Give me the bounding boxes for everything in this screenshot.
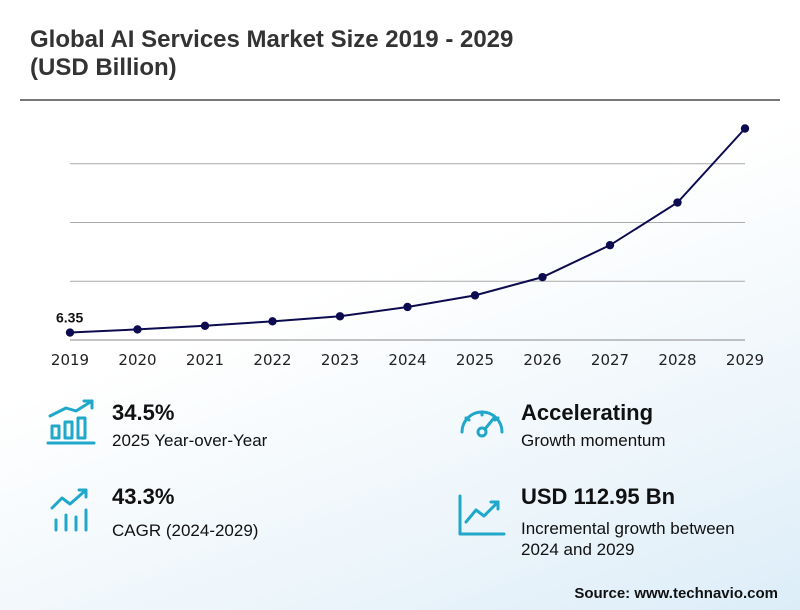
data-point-2019 — [65, 328, 75, 337]
data-point-2020 — [133, 325, 142, 334]
data-point-2022 — [268, 317, 277, 326]
data-point-2024 — [403, 302, 412, 312]
stat-cagr-value: 43.3% — [112, 484, 175, 509]
page-title: Global AI Services Market Size 2019 - 20… — [30, 26, 770, 82]
source-footer: Source: www.technavio.com — [574, 585, 778, 602]
stat-momentum: Accelerating Growth momentum — [456, 398, 776, 458]
x-tick-label-2026: 2026 — [523, 351, 561, 369]
x-tick-label-2019: 2019 — [51, 351, 89, 369]
data-point-2027 — [605, 240, 615, 250]
x-tick-label-2020: 2020 — [118, 351, 156, 369]
stat-yoy-value: 34.5% — [112, 400, 175, 425]
x-tick-label-2029: 2029 — [726, 351, 764, 369]
x-tick-label-2025: 2025 — [456, 351, 494, 369]
data-point-2028 — [673, 198, 682, 207]
data-point-2026 — [538, 272, 547, 282]
stat-incremental: USD 112.95 Bn Incremental growth between… — [456, 482, 776, 562]
x-tick-label-2024: 2024 — [388, 351, 426, 369]
stat-yoy: 34.5% 2025 Year-over-Year — [46, 398, 406, 458]
stat-momentum-label: Growth momentum — [521, 431, 666, 450]
title-divider — [20, 99, 780, 101]
x-tick-label-2027: 2027 — [591, 351, 629, 369]
stat-yoy-label: 2025 Year-over-Year — [112, 431, 268, 450]
bar-growth-icon — [46, 399, 96, 445]
data-point-2025 — [470, 291, 480, 300]
stat-cagr: 43.3% CAGR (2024-2029) — [46, 482, 406, 542]
x-tick-label-2028: 2028 — [658, 351, 696, 369]
title-line-1: Global AI Services Market Size 2019 - 20… — [30, 26, 514, 53]
trend-bars-icon — [50, 488, 88, 532]
line-growth-icon — [458, 494, 506, 536]
x-tick-label-2023: 2023 — [321, 351, 359, 369]
data-label-2019: 6.35 — [56, 310, 83, 326]
data-point-2023 — [335, 312, 345, 321]
stat-momentum-value: Accelerating — [521, 400, 654, 425]
series-line-0 — [69, 127, 746, 334]
title-line-2: (USD Billion) — [30, 54, 177, 81]
gauge-icon — [460, 410, 504, 438]
stat-incremental-value: USD 112.95 Bn — [521, 484, 676, 509]
data-point-2021 — [200, 321, 210, 330]
stat-cagr-label: CAGR (2024-2029) — [112, 521, 259, 540]
x-tick-label-2022: 2022 — [253, 351, 291, 369]
stat-incremental-label: Incremental growth between 2024 and 2029 — [521, 519, 735, 559]
x-tick-label-2021: 2021 — [186, 351, 224, 369]
line-chart: 2019 2020 2021 2022 2023 2024 2025 2026 2027 2028… — [51, 124, 764, 369]
data-point-2029 — [740, 124, 750, 133]
